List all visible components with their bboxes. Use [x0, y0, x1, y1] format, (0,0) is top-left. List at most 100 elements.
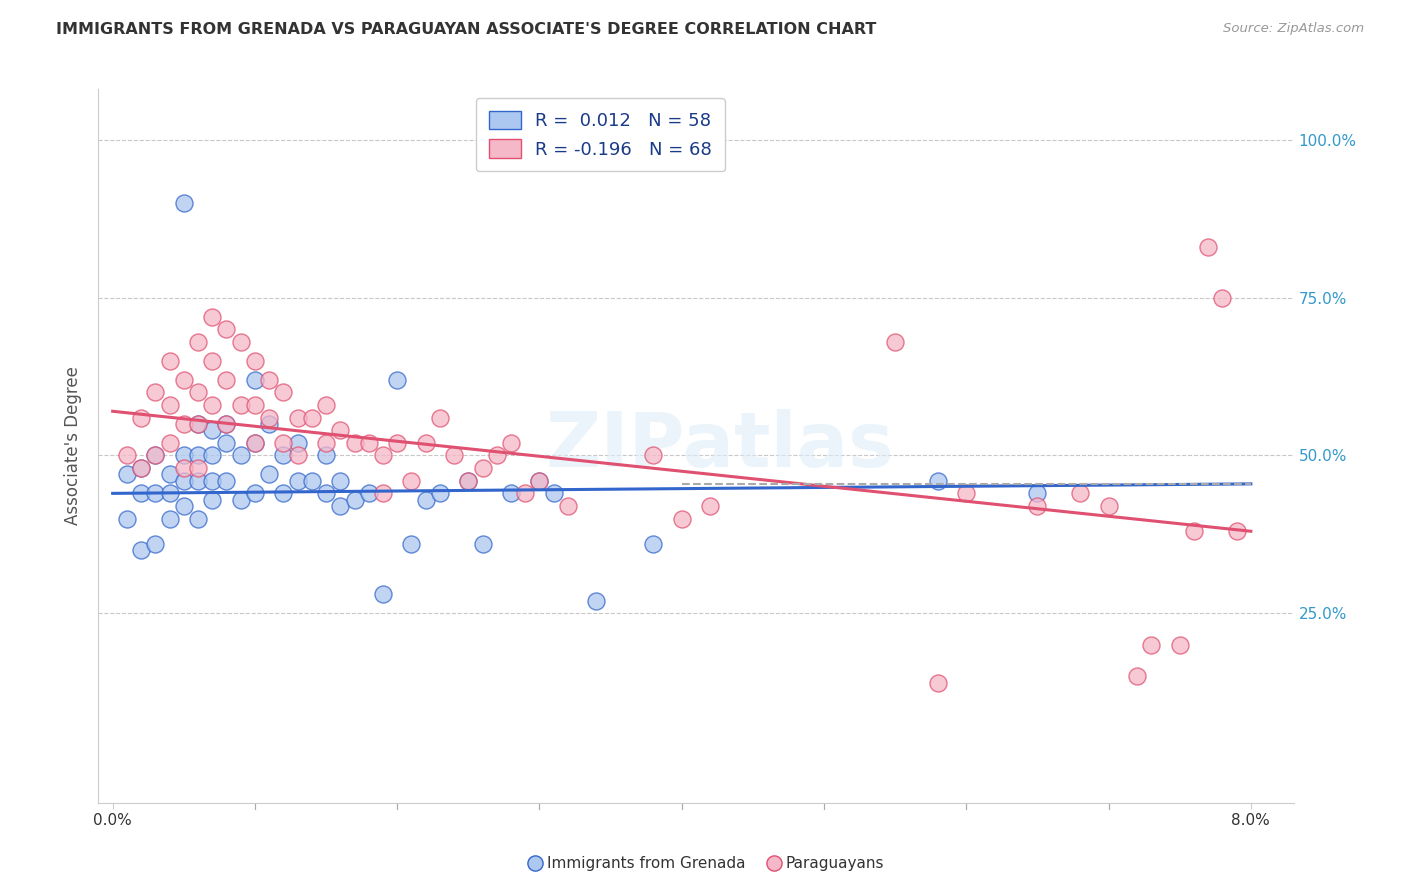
Point	[515, 486, 537, 500]
Point	[229, 492, 252, 507]
Point	[159, 511, 181, 525]
Point	[401, 537, 423, 551]
Point	[927, 675, 949, 690]
Point	[129, 486, 152, 500]
Point	[201, 474, 224, 488]
Point	[129, 410, 152, 425]
Text: ZIPatlas: ZIPatlas	[546, 409, 894, 483]
Point	[143, 537, 166, 551]
Point	[187, 461, 209, 475]
Point	[201, 449, 224, 463]
Point	[1026, 486, 1049, 500]
Point	[471, 537, 494, 551]
Point	[557, 499, 579, 513]
Point	[273, 486, 295, 500]
Point	[415, 435, 437, 450]
Point	[457, 474, 479, 488]
Point	[1197, 240, 1219, 254]
Point	[1026, 499, 1049, 513]
Text: Immigrants from Grenada: Immigrants from Grenada	[547, 856, 745, 871]
Point	[187, 334, 209, 349]
Point	[229, 398, 252, 412]
Point	[301, 410, 323, 425]
Point	[201, 310, 224, 324]
Point	[343, 492, 366, 507]
Legend: R =  0.012   N = 58, R = -0.196   N = 68: R = 0.012 N = 58, R = -0.196 N = 68	[475, 98, 725, 171]
Point	[357, 435, 380, 450]
Point	[273, 435, 295, 450]
Point	[499, 486, 522, 500]
Point	[927, 474, 949, 488]
Point	[201, 353, 224, 368]
Point	[429, 410, 451, 425]
Point	[115, 467, 138, 482]
Point	[173, 417, 195, 431]
Point	[173, 474, 195, 488]
Point	[143, 385, 166, 400]
Point	[1211, 291, 1233, 305]
Point	[159, 467, 181, 482]
Point	[401, 474, 423, 488]
Point	[301, 474, 323, 488]
Point	[1097, 499, 1119, 513]
Point	[385, 373, 409, 387]
Point	[115, 511, 138, 525]
Point	[499, 435, 522, 450]
Point	[315, 398, 337, 412]
Point	[173, 499, 195, 513]
Point	[201, 423, 224, 437]
Point	[1126, 669, 1149, 683]
Point	[471, 461, 494, 475]
Point	[315, 486, 337, 500]
Point	[1182, 524, 1205, 539]
Point	[143, 449, 166, 463]
Point	[129, 461, 152, 475]
Point	[215, 417, 238, 431]
Point	[1168, 638, 1191, 652]
Point	[215, 373, 238, 387]
Point	[215, 435, 238, 450]
Point	[385, 435, 409, 450]
Point	[215, 322, 238, 336]
Point	[257, 410, 280, 425]
Point	[243, 486, 266, 500]
Point	[485, 449, 508, 463]
Point	[529, 474, 551, 488]
Point	[884, 334, 907, 349]
Point	[187, 417, 209, 431]
Text: Paraguayans: Paraguayans	[786, 856, 884, 871]
Point	[699, 499, 721, 513]
Point	[201, 398, 224, 412]
Point	[129, 461, 152, 475]
Point	[643, 449, 665, 463]
Point	[143, 486, 166, 500]
Point	[243, 398, 266, 412]
Point	[187, 511, 209, 525]
Point	[159, 486, 181, 500]
Point	[257, 373, 280, 387]
Point	[287, 435, 309, 450]
Point	[457, 474, 479, 488]
Point	[159, 353, 181, 368]
Point	[257, 417, 280, 431]
Point	[173, 449, 195, 463]
Point	[215, 417, 238, 431]
Point	[173, 461, 195, 475]
Point	[371, 486, 394, 500]
Point	[201, 492, 224, 507]
Point	[287, 449, 309, 463]
Point	[329, 423, 352, 437]
Point	[173, 195, 195, 210]
Point	[229, 334, 252, 349]
Point	[1140, 638, 1163, 652]
Point	[273, 385, 295, 400]
Point	[243, 435, 266, 450]
Point	[187, 385, 209, 400]
Point	[243, 435, 266, 450]
Point	[187, 474, 209, 488]
Point	[329, 474, 352, 488]
Point	[143, 449, 166, 463]
Point	[229, 449, 252, 463]
Text: Source: ZipAtlas.com: Source: ZipAtlas.com	[1223, 22, 1364, 36]
Point	[187, 417, 209, 431]
